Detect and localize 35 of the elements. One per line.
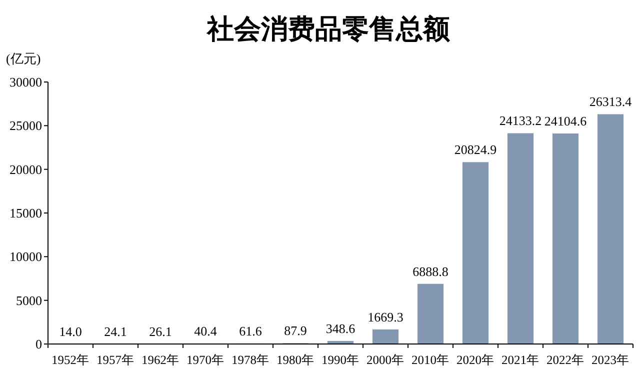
data-label: 26.1	[149, 324, 172, 339]
data-label: 14.0	[59, 324, 82, 339]
data-label: 20824.9	[454, 142, 497, 158]
x-tick-label: 1957年	[96, 353, 134, 367]
x-tick-label: 1962年	[142, 353, 180, 367]
chart-title: 社会消费品零售总额	[206, 14, 451, 44]
y-tick-label: 15000	[10, 206, 42, 221]
x-tick-label: 1952年	[52, 353, 90, 367]
x-tick-label: 2010年	[412, 353, 450, 367]
x-tick-label: 2022年	[546, 353, 584, 367]
x-tick-label: 2021年	[502, 353, 540, 367]
y-tick-label: 25000	[10, 118, 42, 134]
data-label: 24104.6	[544, 113, 588, 128]
x-tick-label: 1980年	[276, 353, 314, 367]
x-tick-label: 1990年	[322, 353, 360, 367]
x-tick-label: 2023年	[592, 353, 630, 367]
data-label: 40.4	[194, 324, 218, 339]
x-tick-label: 1970年	[186, 353, 224, 367]
y-axis-title: (亿元)	[6, 51, 41, 66]
data-label: 26313.4	[589, 94, 632, 110]
y-tick-label: 30000	[10, 74, 42, 90]
x-tick-label: 2000年	[366, 353, 404, 367]
y-tick-label: 0	[36, 336, 42, 352]
y-tick-label: 10000	[10, 249, 42, 264]
data-label: 24133.2	[499, 113, 542, 128]
data-label: 6888.8	[412, 264, 448, 279]
y-tick-label: 5000	[16, 292, 42, 308]
y-tick-label: 20000	[10, 162, 42, 177]
x-tick-label: 2020年	[456, 353, 494, 367]
data-label: 348.6	[326, 320, 356, 336]
data-label: 24.1	[104, 324, 127, 339]
x-tick-label: 1978年	[232, 353, 270, 367]
data-label: 87.9	[284, 323, 307, 338]
data-label: 61.6	[239, 323, 262, 338]
data-label: 1669.3	[368, 309, 404, 324]
